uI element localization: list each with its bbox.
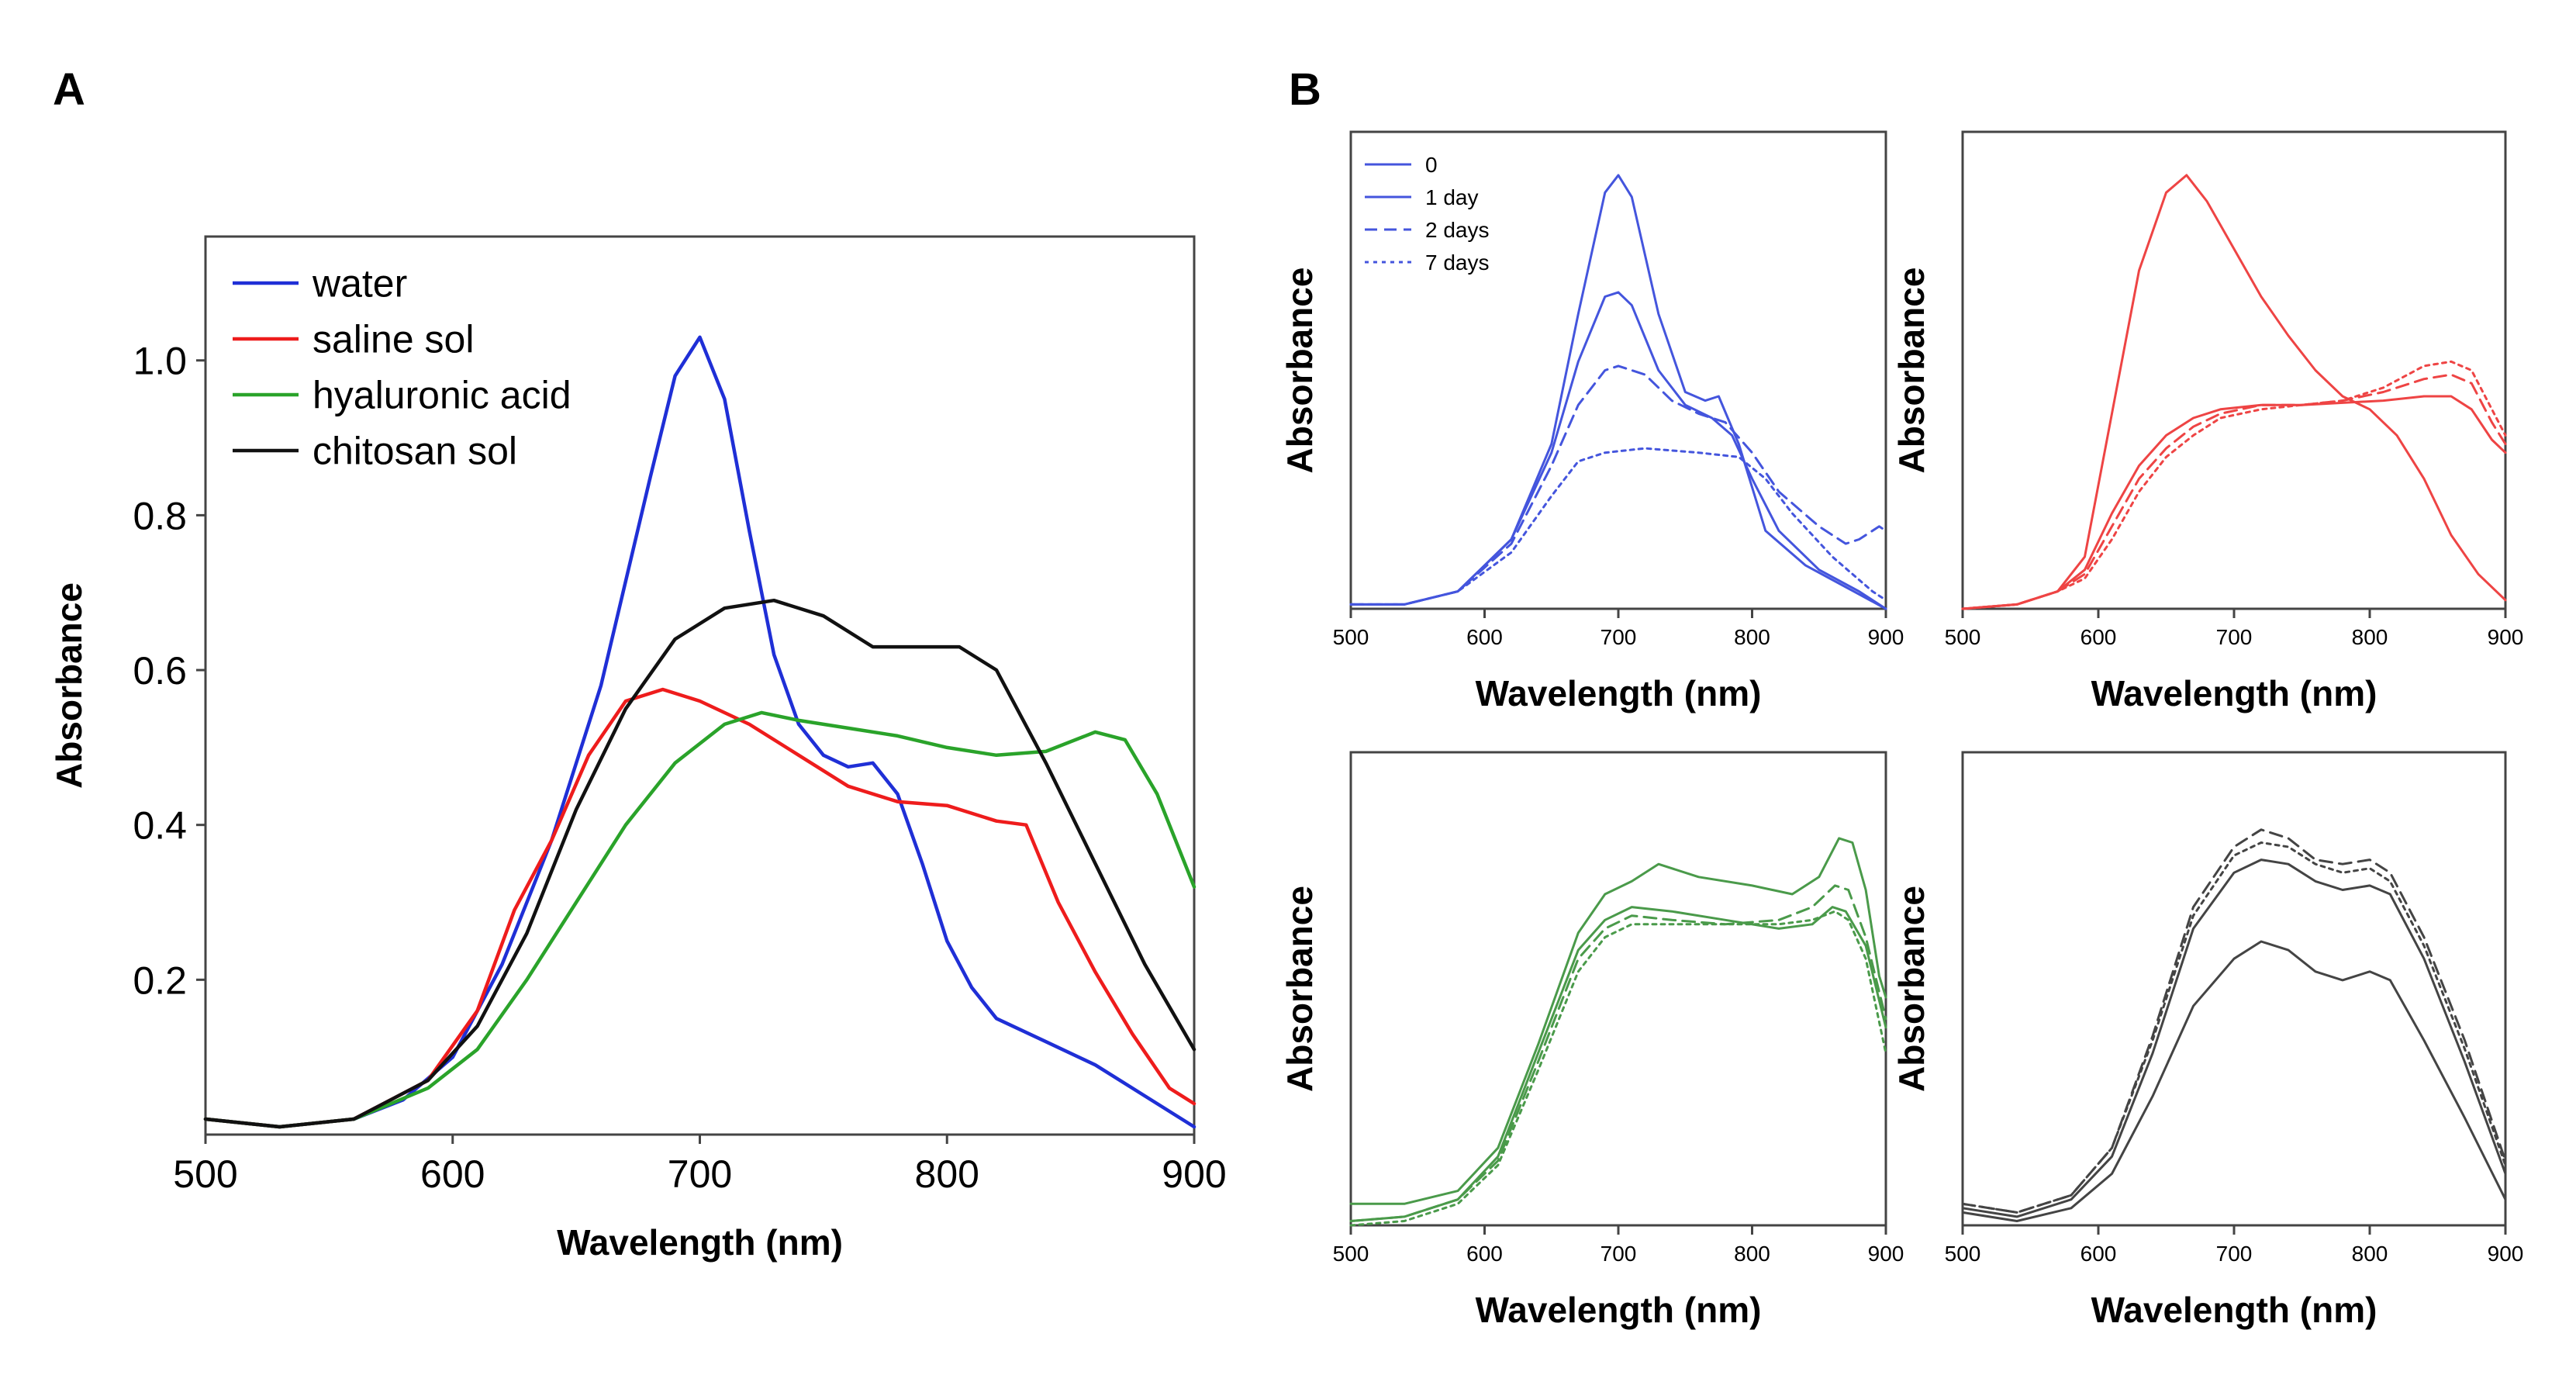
series-line-1-day (1961, 859, 2507, 1218)
series-line-0 (1349, 837, 1887, 1205)
x-tick-label: 600 (2080, 1242, 2117, 1266)
x-tick-label: 500 (1333, 625, 1369, 649)
chart-panel-b-green: 500 600 700 800 900 Wavelength (nm) Absorbance (1279, 751, 1904, 1330)
legend-label: 0 (1425, 153, 1438, 177)
x-tick-label: 700 (1601, 1242, 1637, 1266)
series-line-2-days (1349, 884, 1887, 1222)
x-tick-label: 900 (2488, 625, 2524, 649)
y-tick-label: 0.4 (133, 804, 187, 848)
y-axis-title: Absorbance (1891, 268, 1932, 474)
series-line-7-days (1349, 910, 1887, 1227)
panel-label-b: B (1289, 64, 1321, 115)
series-line-1-day (1961, 395, 2507, 610)
series-line-7-days (1961, 841, 2507, 1214)
legend-label: 7 days (1425, 250, 1490, 275)
x-axis-title: Wavelength (nm) (1476, 1290, 1762, 1330)
x-tick-label: 800 (1734, 625, 1770, 649)
x-tick-label: 800 (915, 1152, 979, 1196)
plot-frame (1961, 130, 2507, 610)
x-tick-label: 600 (420, 1152, 485, 1196)
y-axis-title: Absorbance (1279, 886, 1320, 1092)
y-tick-label: 0.6 (133, 649, 187, 693)
x-tick-label: 600 (2080, 625, 2117, 649)
y-tick-label: 0.2 (133, 959, 187, 1002)
x-tick-label: 700 (2216, 1242, 2253, 1266)
x-tick-label: 700 (2216, 625, 2253, 649)
legend-label: 2 days (1425, 218, 1490, 242)
x-axis-title: Wavelength (nm) (557, 1222, 843, 1263)
plot-frame (1961, 751, 2507, 1227)
x-axis-title: Wavelength (nm) (2091, 1290, 2377, 1330)
chart-panel-b-blue: 500 600 700 800 900 Wavelength (nm) Absorbance… (1279, 130, 1904, 713)
series-line-7-days (1961, 360, 2507, 610)
y-tick-label: 1.0 (133, 340, 187, 383)
x-tick-label: 900 (1162, 1152, 1226, 1196)
x-tick-label: 700 (1601, 625, 1637, 649)
x-tick-label: 500 (1945, 625, 1981, 649)
legend-label: water (312, 262, 407, 306)
x-tick-label: 900 (1868, 625, 1904, 649)
y-tick-label: 0.8 (133, 494, 187, 537)
x-axis-title: Wavelength (nm) (1476, 673, 1762, 713)
x-axis-title: Wavelength (nm) (2091, 673, 2377, 713)
series-line-chitosan-sol (203, 598, 1196, 1129)
series-line-hyaluronic-acid (203, 710, 1196, 1129)
legend-label: 1 day (1425, 185, 1479, 209)
x-tick-label: 900 (1868, 1242, 1904, 1266)
series-line-0 (1961, 940, 2507, 1222)
series-line-0 (1961, 174, 2507, 610)
y-axis-title: Absorbance (1279, 268, 1320, 474)
x-tick-label: 800 (2352, 1242, 2388, 1266)
x-tick-label: 600 (1466, 1242, 1503, 1266)
series-line-2-days (1961, 373, 2507, 610)
series-line-2-days (1961, 828, 2507, 1214)
x-tick-label: 900 (2488, 1242, 2524, 1266)
y-axis-title: Absorbance (49, 582, 89, 789)
series-line-water (203, 335, 1196, 1129)
series-line-1-day (1349, 906, 1887, 1222)
x-tick-label: 800 (1734, 1242, 1770, 1266)
plot-frame (1349, 751, 1887, 1227)
x-tick-label: 500 (1333, 1242, 1369, 1266)
x-tick-label: 500 (1945, 1242, 1981, 1266)
legend-label: chitosan sol (313, 430, 517, 473)
y-axis-title: Absorbance (1891, 886, 1932, 1092)
series-line-1-day (1349, 291, 1887, 610)
chart-panel-b-black: 500 600 700 800 900 Wavelength (nm) Absorbance (1891, 751, 2524, 1330)
x-tick-label: 600 (1466, 625, 1503, 649)
x-tick-label: 500 (173, 1152, 237, 1196)
legend-label: saline sol (313, 318, 474, 361)
x-tick-label: 700 (668, 1152, 732, 1196)
legend-label: hyaluronic acid (313, 374, 571, 417)
plot-frame (204, 235, 1196, 1136)
x-tick-label: 800 (2352, 625, 2388, 649)
series-line-2-days (1349, 364, 1887, 606)
chart-panel-b-red: 500 600 700 800 900 Wavelength (nm) Absorbance (1891, 130, 2524, 713)
series-line-saline-sol (203, 687, 1196, 1129)
chart-panel-a: 500 600 700 800 900 0.2 0.4 0.6 0.8 1.0 Wavelength… (49, 235, 1227, 1263)
panel-label-a: A (53, 64, 85, 115)
series-line-7-days (1349, 447, 1887, 606)
